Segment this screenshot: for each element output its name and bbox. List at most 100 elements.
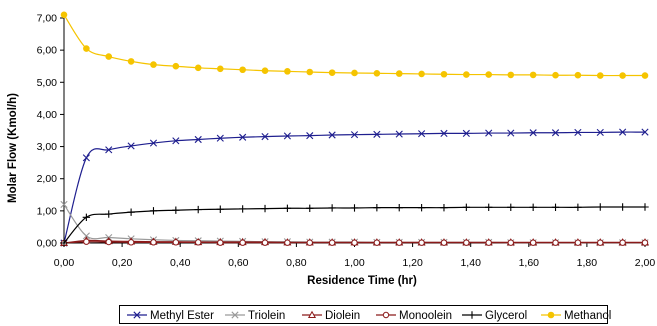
monoolein-point (440, 239, 448, 246)
legend-label: Diolein (325, 310, 360, 322)
methyl-ester-point (306, 132, 314, 140)
methyl-ester-point (507, 129, 515, 137)
monoolein-point (597, 239, 604, 246)
x-tick-label: 0,60 (228, 257, 249, 269)
methanol-point (463, 71, 470, 78)
x-tick-label: 1,40 (460, 257, 481, 269)
x-tick-label: 0,80 (286, 257, 307, 269)
monoolein-point (529, 239, 537, 246)
monoolein-point (261, 239, 269, 246)
methanol-point (596, 72, 604, 79)
methyl-ester-point (529, 129, 537, 137)
methyl-ester-point (105, 146, 113, 154)
methanol-point (105, 53, 113, 60)
legend-swatch-marker (133, 311, 141, 319)
glycerol-point (507, 203, 515, 212)
monoolein-point (217, 239, 224, 246)
glycerol-point (618, 203, 627, 211)
methanol-point (507, 71, 515, 79)
glycerol-point (373, 203, 381, 212)
glycerol-point (60, 239, 68, 247)
methanol-point (418, 70, 425, 78)
methyl-ester-point (82, 154, 90, 162)
monoolein-point (373, 239, 381, 246)
glycerol-point (261, 204, 269, 213)
methanol-point (239, 66, 246, 74)
methyl-ester-point (283, 132, 291, 140)
glycerol-point (574, 203, 582, 212)
glycerol-point (105, 210, 113, 218)
methyl-ester-point (216, 134, 224, 142)
glycerol-point (395, 203, 403, 212)
methanol-point (552, 71, 559, 79)
y-tick-label: 2,00 (37, 173, 58, 185)
methyl-ester-point (373, 130, 381, 138)
methanol-point (351, 69, 358, 77)
methanol-point (373, 69, 381, 77)
legend: Methyl Ester Triolein Diolein Monoolein Glyc… (119, 305, 611, 324)
x-tick-label: 1,80 (577, 257, 598, 269)
glycerol-point (149, 207, 158, 215)
methyl-ester-point (328, 131, 336, 139)
series-layer (59, 11, 650, 247)
methanol-point (485, 71, 493, 78)
y-tick-label: 6,00 (37, 45, 58, 57)
glycerol-point (283, 204, 292, 212)
glycerol-point (462, 203, 471, 212)
methyl-ester-point (395, 130, 403, 138)
monoolein-point (328, 239, 336, 246)
monoolein-point (195, 239, 202, 246)
axes: 0,00 1,00 2,00 3,00 4,00 5,00 6,00 7,00 0,00 0,20… (37, 13, 656, 270)
methanol-point (127, 58, 135, 65)
monoolein-point (239, 239, 246, 246)
glycerol-point (529, 203, 537, 212)
methyl-ester-point (596, 128, 604, 137)
monoolein-point (127, 239, 135, 246)
glycerol-point (440, 203, 448, 212)
methanol-point (395, 70, 403, 77)
legend-label: Triolein (248, 310, 285, 322)
monoolein-point (619, 239, 626, 246)
methyl-ester-series (60, 128, 649, 247)
glycerol-point (127, 208, 135, 216)
glycerol-point (417, 203, 426, 212)
glycerol-point (172, 206, 180, 214)
x-tick-label: 2,00 (635, 257, 656, 269)
glycerol-point (82, 213, 91, 221)
methyl-ester-point (551, 129, 560, 137)
monoolein-point (172, 239, 180, 246)
methanol-point (261, 67, 269, 75)
methyl-ester-point (418, 130, 426, 138)
x-tick-label: 0,00 (54, 257, 75, 269)
legend-item-methyl-ester: Methyl Ester (127, 310, 214, 322)
methanol-point (150, 61, 157, 68)
legend-swatch-marker (468, 311, 476, 319)
x-axis-title: Residence Time (hr) (307, 275, 417, 287)
legend-item-glycerol: Glycerol (462, 310, 527, 322)
methyl-ester-point (641, 128, 649, 136)
x-tick-label: 1,60 (519, 257, 540, 269)
monoolein-point (351, 239, 358, 246)
monoolein-series (60, 238, 649, 247)
legend-label: Glycerol (485, 310, 527, 322)
methyl-ester-point (462, 129, 470, 137)
methanol-point (574, 71, 582, 79)
legend-item-diolein: Diolein (302, 310, 360, 322)
methanol-point (641, 72, 649, 79)
legend-label: Monoolein (399, 310, 452, 322)
x-tick-label: 0,20 (112, 257, 133, 269)
y-tick-label: 7,00 (37, 13, 58, 25)
legend-swatch-marker (307, 310, 317, 319)
y-tick-label: 0,00 (37, 238, 58, 250)
methanol-point (619, 72, 626, 79)
y-tick-label: 3,00 (37, 141, 58, 153)
legend-item-triolein: Triolein (225, 310, 285, 322)
methyl-ester-point (261, 133, 269, 141)
methanol-point (284, 68, 291, 75)
monoolein-point (552, 239, 559, 246)
x-tick-label: 1,20 (402, 257, 423, 269)
methyl-ester-point (350, 131, 359, 139)
glycerol-point (350, 204, 359, 212)
methanol-point (194, 64, 202, 72)
monoolein-point (463, 239, 470, 246)
